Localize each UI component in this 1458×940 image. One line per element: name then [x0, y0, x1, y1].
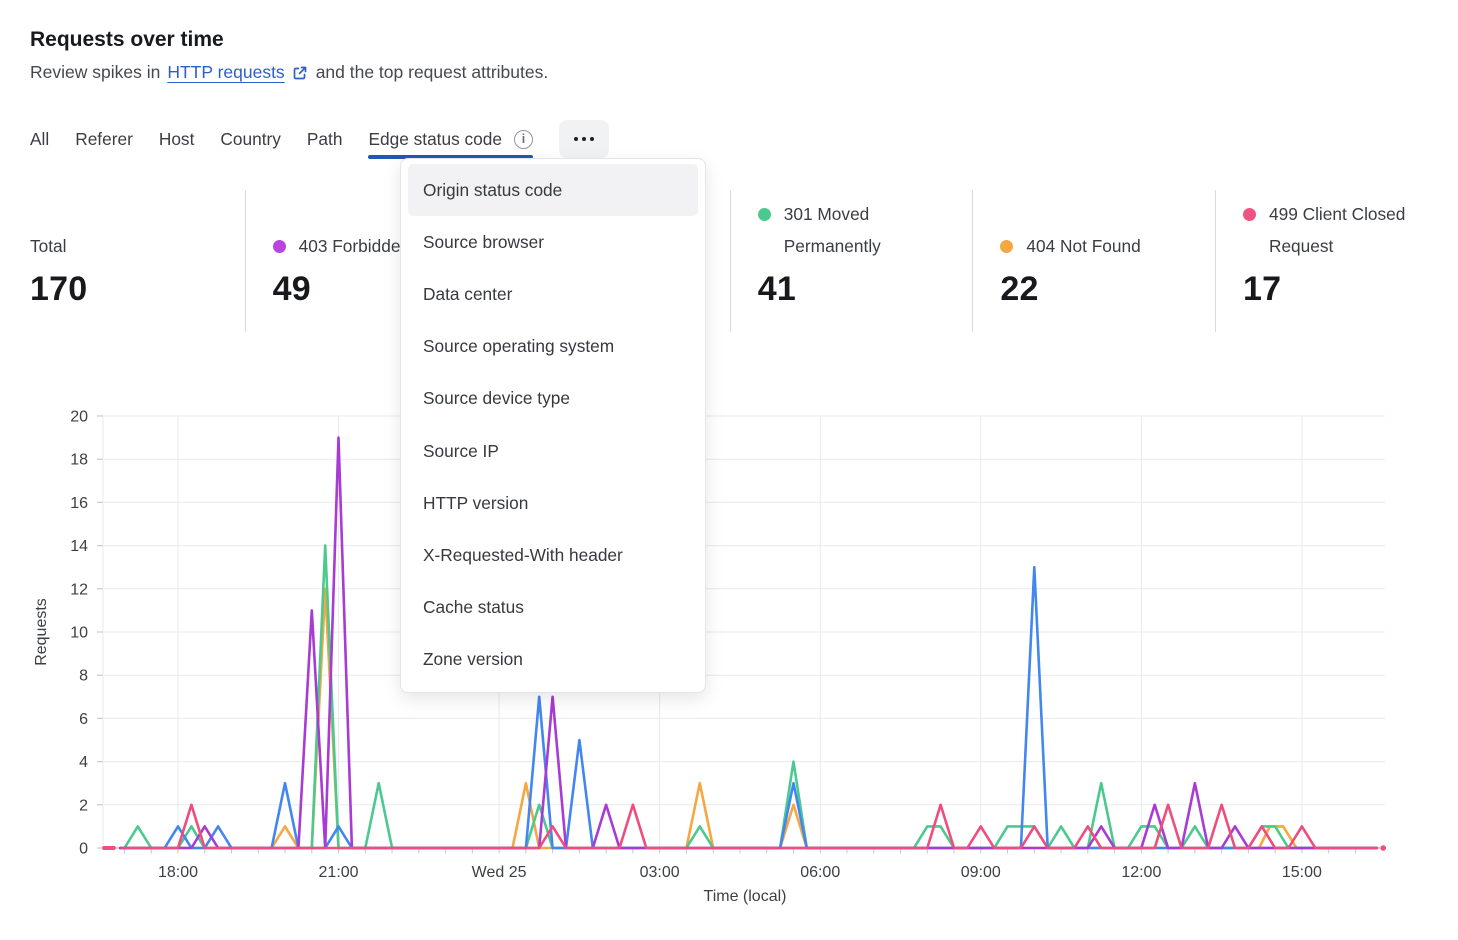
series-end-dot [1380, 845, 1387, 851]
menu-item-label: Source browser [423, 231, 545, 252]
tab-label: Referer [75, 128, 133, 149]
menu-item-label: Source IP [423, 440, 499, 461]
stat-card-499-client-closed-request: 499 Client Closed Request 17 [1214, 190, 1458, 332]
menu-item-cache-status[interactable]: Cache status [401, 582, 705, 634]
series-color-dot [1242, 208, 1256, 221]
stat-card-301-moved-permanently: 301 Moved Permanently 41 [729, 190, 973, 332]
more-tabs-button[interactable] [559, 120, 610, 158]
menu-item-label: Source device type [423, 388, 570, 409]
x-tick-label: 06:00 [800, 864, 840, 881]
tab-host[interactable]: Host [159, 124, 195, 154]
series-line-403-forbidden [118, 436, 1379, 850]
menu-item-label: Origin status code [408, 164, 698, 217]
stat-value: 17 [1242, 270, 1282, 308]
external-link-icon [293, 66, 307, 79]
x-tick-label: 15:00 [1282, 864, 1322, 881]
y-tick-label: 6 [79, 711, 88, 728]
x-tick-label: 03:00 [640, 864, 680, 881]
x-tick-label: 09:00 [961, 864, 1001, 881]
menu-item-http-version[interactable]: HTTP version [401, 477, 705, 529]
menu-item-label: HTTP version [423, 492, 529, 513]
menu-item-label: Source operating system [423, 336, 615, 357]
summary-stats: Total 170 403 Forbidden 49 301 Moved Per… [2, 190, 1458, 332]
stat-card-total: Total 170 [2, 190, 245, 332]
x-tick-label: Wed 25 [472, 864, 527, 881]
info-icon[interactable]: i [514, 129, 534, 149]
menu-item-label: Zone version [423, 649, 523, 670]
stat-label: Total [30, 236, 67, 256]
stat-label: 403 Forbidden [298, 236, 411, 256]
ellipsis-dot [581, 136, 587, 142]
y-tick-label: 18 [70, 452, 88, 469]
tab-label: Host [158, 128, 195, 149]
menu-item-zone-version[interactable]: Zone version [401, 634, 705, 686]
y-tick-label: 10 [70, 625, 88, 642]
series-color-dot [272, 240, 286, 253]
menu-item-label: Data center [423, 283, 513, 304]
subtitle-prefix: Review spikes in [30, 62, 161, 82]
attribute-tabs: All Referer Host Country Path Edge statu… [30, 120, 610, 159]
series-line-301-moved-permanently [118, 544, 1379, 850]
stat-label: 499 Client Closed Request [1268, 204, 1406, 256]
menu-item-data-center[interactable]: Data center [401, 268, 705, 320]
series-line-404-not-found [118, 587, 1379, 850]
menu-item-source-ip[interactable]: Source IP [401, 425, 705, 477]
attribute-dropdown-menu: Origin status code Source browser Data c… [400, 158, 706, 693]
ellipsis-dot [573, 136, 579, 142]
tab-label: Country [220, 128, 281, 149]
subtitle-suffix: and the top request attributes. [315, 62, 549, 82]
y-tick-label: 2 [79, 797, 88, 814]
series-color-dot [1000, 240, 1014, 253]
menu-item-origin-status-code[interactable]: Origin status code [401, 164, 705, 217]
stat-label: 301 Moved Permanently [783, 204, 881, 256]
tab-label: Path [306, 128, 343, 149]
stat-label: 404 Not Found [1026, 236, 1141, 256]
x-tick-label: 21:00 [319, 864, 359, 881]
stat-value: 41 [757, 270, 796, 308]
menu-item-source-browser[interactable]: Source browser [401, 216, 705, 268]
y-tick-label: 0 [79, 841, 88, 858]
y-tick-label: 16 [70, 495, 88, 512]
y-tick-label: 4 [79, 754, 88, 771]
y-tick-label: 12 [70, 581, 88, 598]
http-requests-link[interactable]: HTTP requests [167, 62, 285, 82]
x-tick-label: 12:00 [1121, 864, 1161, 881]
stat-value: 49 [272, 270, 311, 308]
tab-edge-status-code[interactable]: Edge status code i [368, 124, 534, 159]
tab-label: All [30, 128, 50, 149]
tab-all[interactable]: All [30, 124, 49, 154]
page-subtitle: Review spikes in HTTP requests and the t… [30, 62, 548, 83]
y-tick-label: 14 [70, 538, 88, 555]
y-axis-title: Requests [33, 598, 50, 666]
menu-item-label: Cache status [423, 597, 524, 618]
y-tick-label: 8 [79, 668, 88, 685]
tab-path[interactable]: Path [307, 124, 343, 154]
stat-value: 22 [1000, 270, 1039, 308]
series-color-dot [757, 208, 771, 221]
tab-country[interactable]: Country [220, 124, 281, 154]
stat-card-404-not-found: 404 Not Found 22 [972, 190, 1215, 332]
series-line--legend-hidden-by-menu- [118, 565, 1379, 850]
series-line-499-client-closed-request [120, 803, 1379, 850]
menu-item-source-device-type[interactable]: Source device type [401, 373, 705, 425]
menu-item-label: X-Requested-With header [423, 544, 623, 565]
tab-referer[interactable]: Referer [75, 124, 133, 154]
ellipsis-dot [589, 136, 595, 142]
y-tick-label: 20 [70, 409, 88, 426]
page-title: Requests over time [30, 28, 224, 52]
stat-value: 170 [30, 270, 88, 308]
tab-label: Edge status code [368, 128, 503, 149]
menu-item-x-requested-with-header[interactable]: X-Requested-With header [401, 529, 705, 581]
stat-card-403-forbidden: 403 Forbidden 49 [244, 190, 488, 332]
x-axis-title: Time (local) [704, 888, 787, 905]
menu-item-source-operating-system[interactable]: Source operating system [401, 321, 705, 373]
x-tick-label: 18:00 [158, 864, 198, 881]
